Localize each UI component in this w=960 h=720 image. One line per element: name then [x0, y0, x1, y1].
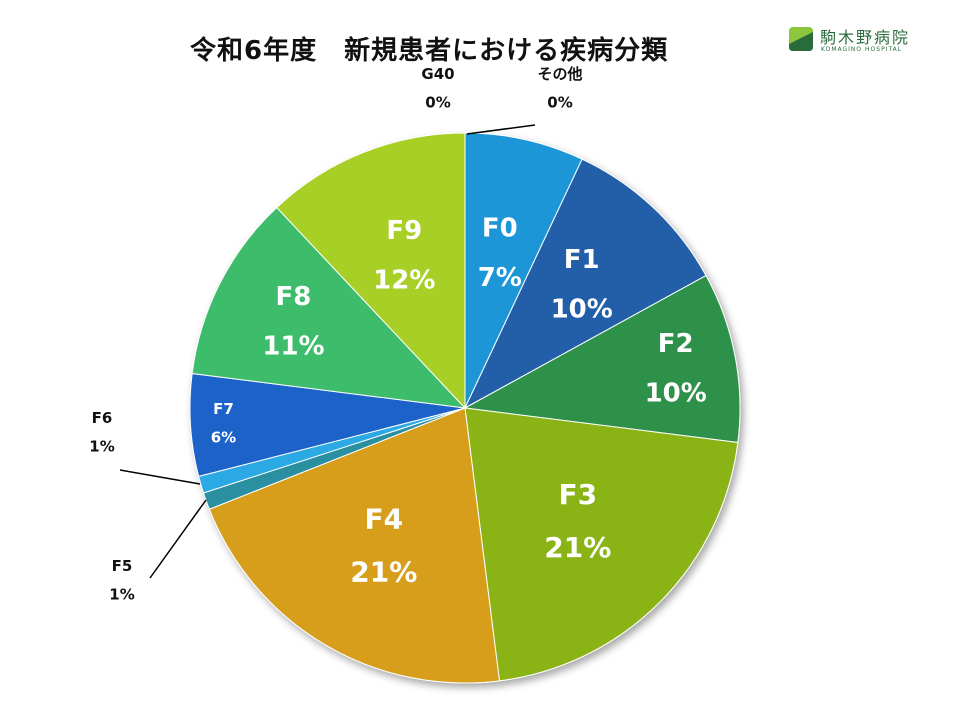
slice-label-f7: F7: [213, 400, 234, 418]
slice-value-f4: 21%: [350, 556, 417, 589]
leader-line-other: [466, 124, 536, 135]
slice-value-f5: 1%: [109, 586, 134, 604]
slice-value-f3: 21%: [544, 531, 611, 564]
slice-label-g40: G40: [421, 65, 454, 83]
slice-value-f1: 10%: [551, 295, 613, 325]
slice-value-f9: 12%: [373, 265, 435, 295]
slice-label-f2: F2: [658, 329, 694, 359]
hospital-logo: 駒木野病院 KOMAGINO HOSPITAL: [788, 22, 938, 62]
slice-value-g40: 0%: [425, 94, 450, 112]
logo-subtitle: KOMAGINO HOSPITAL: [821, 46, 903, 53]
logo-mark-icon: [789, 27, 813, 51]
slice-value-f2: 10%: [645, 379, 707, 409]
slice-label-f5: F5: [112, 557, 133, 575]
leader-line-f5: [149, 499, 207, 579]
logo-name: 駒木野病院: [820, 28, 911, 47]
pie-slice-f4: [208, 407, 501, 684]
slice-value-f6: 1%: [89, 438, 114, 456]
pie-slice-f0: [464, 132, 583, 409]
slice-label-f4: F4: [365, 502, 404, 535]
slice-label-f3: F3: [558, 478, 597, 511]
slice-label-other: その他: [537, 65, 582, 83]
slice-label-f8: F8: [276, 282, 312, 312]
pie-slice-f2: [463, 274, 741, 444]
slice-value-f7: 6%: [211, 429, 236, 447]
slice-value-other: 0%: [547, 94, 572, 112]
slice-label-f0: F0: [482, 214, 518, 244]
pie-slice-f1: [463, 158, 707, 410]
pie-slice-f8: [191, 206, 467, 409]
leader-line-f6: [119, 469, 201, 485]
slice-value-f8: 11%: [262, 331, 324, 361]
slice-value-f0: 7%: [478, 263, 522, 293]
pie-slice-f9: [276, 132, 466, 410]
chart-title: 令和6年度 新規患者における疾病分類: [190, 36, 669, 66]
pie-slice-f3: [464, 407, 739, 682]
slice-label-f9: F9: [386, 216, 422, 246]
slice-label-f6: F6: [92, 409, 113, 427]
slice-label-f1: F1: [564, 245, 600, 275]
